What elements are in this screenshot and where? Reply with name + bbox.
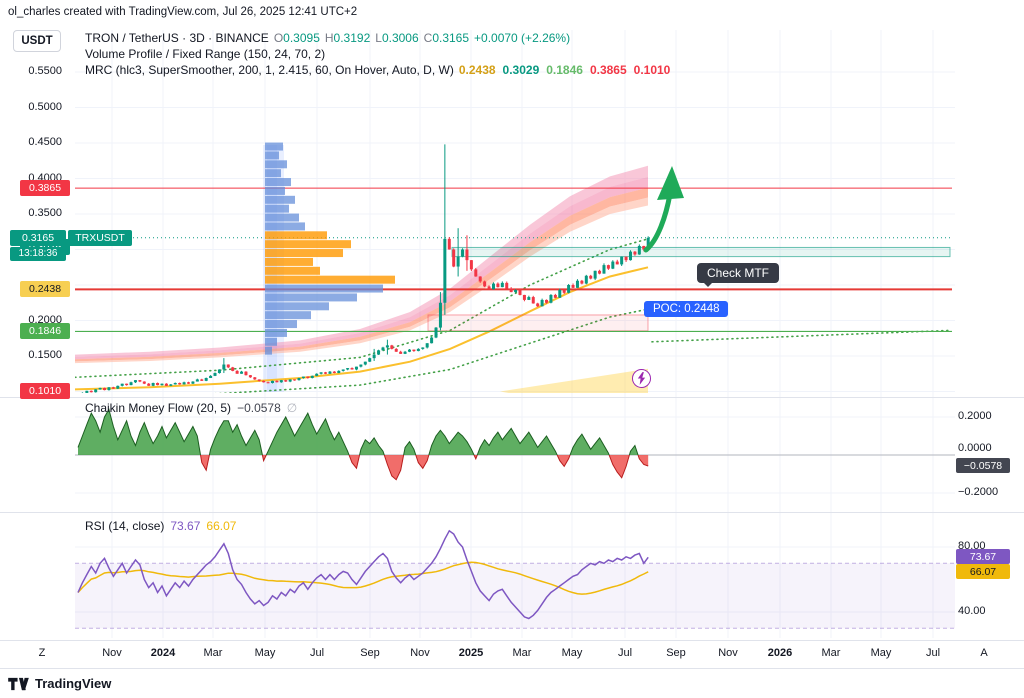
cmf-axis-0.0000: 0.0000 xyxy=(958,442,992,454)
time-label-2026[interactable]: 2026 xyxy=(767,647,793,659)
price-tick-0.4500: 0.4500 xyxy=(28,136,62,148)
poc-label: POC: 0.2448 xyxy=(644,301,729,317)
cmf-value: −0.0578 xyxy=(237,401,281,415)
cmf-axis-−0.2000: −0.2000 xyxy=(958,486,999,498)
attribution: ol_charles created with TradingView.com,… xyxy=(8,6,358,18)
time-label-Jul[interactable]: Jul xyxy=(617,647,633,659)
time-label-Mar[interactable]: Mar xyxy=(203,647,223,659)
price-tick-0.1500: 0.1500 xyxy=(28,349,62,361)
ohlc-h: H0.3192 xyxy=(324,31,371,45)
rsi-value-badge: 73.67 xyxy=(956,549,1010,564)
price-tick-0.5000: 0.5000 xyxy=(28,100,62,113)
panel-separator xyxy=(0,640,1024,641)
mrc-value: 0.2438 xyxy=(458,63,496,77)
check-mtf-label: Check MTF xyxy=(707,266,770,280)
rsi-ma-value: 66.07 xyxy=(206,519,237,533)
cmf-title: Chaikin Money Flow (20, 5) xyxy=(85,401,232,415)
price-badge-0.1010: 0.1010 xyxy=(20,382,70,399)
price-tick-0.3500: 0.3500 xyxy=(28,207,62,219)
time-label-May[interactable]: May xyxy=(870,647,892,659)
price-tick-0.2000: 0.2000 xyxy=(28,313,62,326)
panel-separator[interactable] xyxy=(0,512,1024,513)
time-label-Nov[interactable]: Nov xyxy=(410,647,430,659)
bar-countdown: 13:18:36 xyxy=(10,246,66,261)
time-label-Mar[interactable]: Mar xyxy=(512,647,532,659)
cmf-value-badge: −0.0578 xyxy=(956,458,1010,473)
time-label-May[interactable]: May xyxy=(254,647,276,659)
mrc-value: 0.1010 xyxy=(633,63,671,77)
tradingview-brand[interactable]: TradingView xyxy=(8,676,111,691)
volume-profile-label: Volume Profile / Fixed Range (150, 24, 7… xyxy=(85,47,326,61)
time-label-Z[interactable]: Z xyxy=(38,647,46,659)
mute-icon[interactable]: ∅ xyxy=(286,401,298,415)
price-badge-0.2438: 0.2438 xyxy=(20,281,70,298)
time-label-2025[interactable]: 2025 xyxy=(458,647,484,659)
rsi-title: RSI (14, close) xyxy=(85,519,165,533)
mrc-value: 0.1846 xyxy=(546,63,583,77)
symbol-title: TRON / TetherUS · 3D · BINANCE xyxy=(85,31,269,45)
tradingview-logo-icon xyxy=(8,677,29,691)
time-label-Sep[interactable]: Sep xyxy=(666,647,686,659)
cmf-axis-0.2000: 0.2000 xyxy=(958,410,992,422)
lightning-icon[interactable] xyxy=(632,369,651,388)
time-label-May[interactable]: May xyxy=(561,647,583,659)
cmf-legend-row[interactable]: Chaikin Money Flow (20, 5) −0.0578 ∅ xyxy=(85,401,297,415)
panel-separator[interactable] xyxy=(0,397,1024,398)
time-label-Nov[interactable]: Nov xyxy=(102,647,122,659)
time-label-A[interactable]: A xyxy=(980,647,988,659)
time-label-Jul[interactable]: Jul xyxy=(309,647,325,659)
rsi-legend-row[interactable]: RSI (14, close) 73.67 66.07 xyxy=(85,519,236,533)
time-label-Nov[interactable]: Nov xyxy=(718,647,738,659)
symbol-tag-badge: TRXUSDT xyxy=(68,229,132,246)
mrc-values: 0.2438 0.3029 0.1846 0.3865 0.1010 xyxy=(459,63,671,77)
rsi-axis-40.00: 40.00 xyxy=(958,605,986,617)
symbol-legend-row[interactable]: TRON / TetherUS · 3D · BINANCE O0.3095 H0… xyxy=(85,31,570,45)
price-badge-0.1846: 0.1846 xyxy=(20,323,70,340)
ohlc-o: O0.3095 xyxy=(273,31,320,45)
price-tick-0.5500: 0.5500 xyxy=(28,65,62,77)
rsi-value: 73.67 xyxy=(170,519,201,533)
change-value: +0.0070 (+2.26%) xyxy=(474,31,571,45)
time-label-Jul[interactable]: Jul xyxy=(925,647,941,659)
mrc-value: 0.3865 xyxy=(589,63,627,77)
ohlc-values: O0.3095 H0.3192 L0.3006 C0.3165 xyxy=(274,31,469,45)
currency-toggle-button[interactable]: USDT xyxy=(13,30,61,52)
mrc-legend-row[interactable]: MRC (hlc3, SuperSmoother, 200, 1, 2.415,… xyxy=(85,63,670,77)
panel-separator xyxy=(0,668,1024,669)
last-price-badge: 0.3165 xyxy=(10,229,66,246)
time-label-2024[interactable]: 2024 xyxy=(150,647,176,659)
time-label-Mar[interactable]: Mar xyxy=(821,647,841,659)
brand-name: TradingView xyxy=(35,676,112,691)
mrc-value: 0.3029 xyxy=(502,63,540,77)
tooltip-pointer xyxy=(703,282,713,292)
price-badge-0.3865: 0.3865 xyxy=(20,180,70,197)
check-mtf-button[interactable]: Check MTF xyxy=(697,263,780,287)
ohlc-l: L0.3006 xyxy=(375,31,419,45)
time-label-Sep[interactable]: Sep xyxy=(360,647,380,659)
volume-profile-legend-row[interactable]: Volume Profile / Fixed Range (150, 24, 7… xyxy=(85,47,325,61)
ohlc-c: C0.3165 xyxy=(423,31,470,45)
mrc-label: MRC (hlc3, SuperSmoother, 200, 1, 2.415,… xyxy=(85,63,454,77)
rsi-value-badge: 66.07 xyxy=(956,564,1010,579)
